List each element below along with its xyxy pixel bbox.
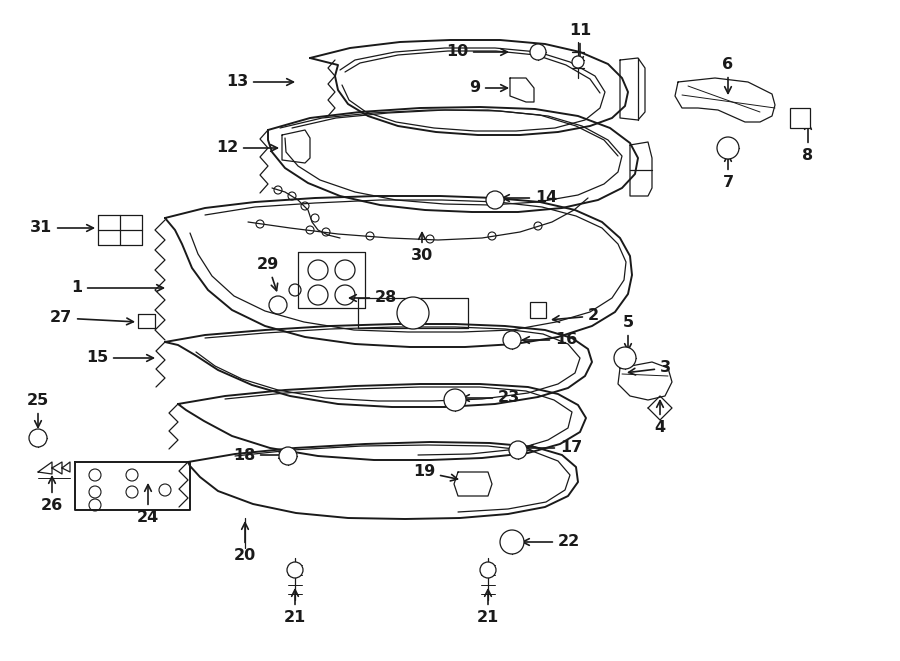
Text: 28: 28 <box>349 290 397 305</box>
Text: 26: 26 <box>40 477 63 513</box>
Text: 16: 16 <box>523 332 577 348</box>
Polygon shape <box>138 314 155 328</box>
Circle shape <box>444 389 466 411</box>
Polygon shape <box>675 78 775 122</box>
Polygon shape <box>630 142 652 196</box>
Polygon shape <box>298 252 365 308</box>
Polygon shape <box>358 298 468 328</box>
Polygon shape <box>310 40 628 135</box>
Text: 14: 14 <box>502 190 557 206</box>
Text: 21: 21 <box>284 590 306 625</box>
Circle shape <box>486 191 504 209</box>
Text: 24: 24 <box>137 485 159 525</box>
Text: 22: 22 <box>523 535 580 549</box>
Circle shape <box>572 56 584 68</box>
Circle shape <box>29 429 47 447</box>
Polygon shape <box>268 107 638 212</box>
Text: 5: 5 <box>623 315 634 350</box>
Polygon shape <box>75 462 190 510</box>
Text: 23: 23 <box>463 391 520 405</box>
Polygon shape <box>510 78 534 102</box>
Polygon shape <box>454 472 492 496</box>
Text: 17: 17 <box>526 440 582 455</box>
Circle shape <box>500 530 524 554</box>
Bar <box>530 302 546 318</box>
Polygon shape <box>282 130 310 163</box>
Text: 30: 30 <box>411 233 433 263</box>
Circle shape <box>287 562 303 578</box>
Circle shape <box>717 137 739 159</box>
Text: 10: 10 <box>446 44 508 59</box>
Text: 13: 13 <box>226 75 293 89</box>
Polygon shape <box>98 215 142 245</box>
Circle shape <box>530 44 546 60</box>
Circle shape <box>397 297 429 329</box>
Text: 21: 21 <box>477 590 500 625</box>
Text: 3: 3 <box>628 360 671 375</box>
Polygon shape <box>165 324 592 407</box>
Circle shape <box>279 447 297 465</box>
Circle shape <box>509 441 527 459</box>
Circle shape <box>614 347 636 369</box>
Circle shape <box>480 562 496 578</box>
Text: 29: 29 <box>256 257 279 291</box>
Polygon shape <box>648 396 672 420</box>
Bar <box>790 108 810 128</box>
Text: 4: 4 <box>654 401 666 435</box>
Text: 19: 19 <box>413 465 457 481</box>
Circle shape <box>503 331 521 349</box>
Polygon shape <box>618 362 672 400</box>
Text: 7: 7 <box>723 155 734 190</box>
Text: 27: 27 <box>50 311 133 325</box>
Text: 25: 25 <box>27 393 50 428</box>
Text: 31: 31 <box>30 221 94 235</box>
Text: 20: 20 <box>234 523 256 563</box>
Polygon shape <box>188 442 578 519</box>
Polygon shape <box>178 384 586 460</box>
Text: 15: 15 <box>86 350 153 366</box>
Text: 9: 9 <box>469 81 508 95</box>
Text: 6: 6 <box>723 57 734 93</box>
Text: 12: 12 <box>216 141 277 155</box>
Text: 18: 18 <box>233 447 285 463</box>
Polygon shape <box>165 196 632 347</box>
Text: 2: 2 <box>553 309 599 323</box>
Polygon shape <box>620 58 645 120</box>
Text: 1: 1 <box>71 280 164 295</box>
Text: 11: 11 <box>569 23 591 63</box>
Text: 8: 8 <box>803 123 814 163</box>
